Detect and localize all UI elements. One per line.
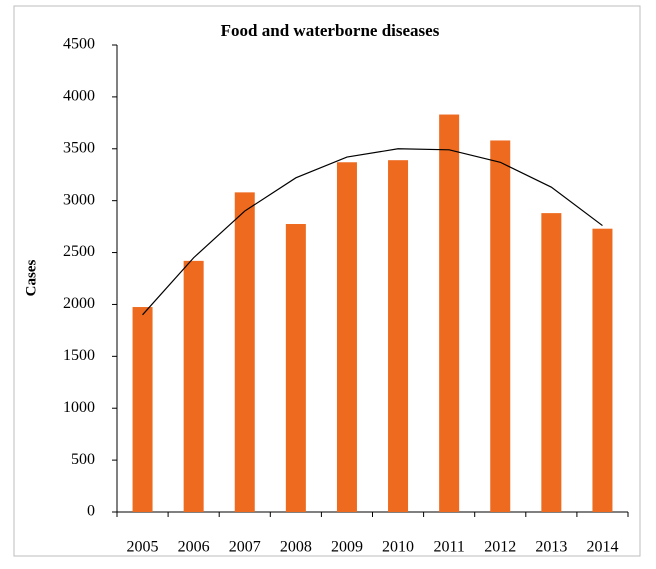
x-tick-label: 2013 — [535, 539, 567, 556]
x-tick-label: 2008 — [280, 539, 312, 556]
bar — [132, 307, 153, 512]
y-tick-label: 4000 — [63, 88, 95, 105]
bar — [234, 192, 255, 512]
y-tick-label: 500 — [71, 451, 95, 468]
trend-line — [142, 148, 603, 316]
bar — [336, 162, 357, 512]
bar — [183, 260, 204, 512]
bar — [285, 224, 306, 512]
chart-title: Food and waterborne diseases — [221, 21, 440, 40]
y-axis-title: Cases — [23, 260, 39, 297]
y-tick-label: 3000 — [63, 191, 95, 208]
y-tick-label: 0 — [87, 503, 95, 520]
bar — [388, 160, 409, 512]
bar — [592, 228, 613, 513]
y-tick-label: 4500 — [63, 36, 95, 53]
y-tick-label: 3500 — [63, 139, 95, 156]
x-tick-label: 2014 — [586, 539, 618, 556]
y-tick-label: 2000 — [63, 295, 95, 312]
x-tick-label: 2009 — [331, 539, 363, 556]
y-tick-label: 1500 — [63, 347, 95, 364]
x-tick-label: 2010 — [382, 539, 414, 556]
x-tick-label: 2007 — [229, 539, 261, 556]
bar — [541, 213, 562, 512]
bar — [439, 114, 460, 512]
x-tick-label: 2011 — [433, 539, 464, 556]
x-tick-label: 2006 — [178, 539, 210, 556]
y-tick-label: 1000 — [63, 399, 95, 416]
chart-frame — [13, 5, 641, 557]
x-tick-label: 2012 — [484, 539, 516, 556]
bar — [490, 140, 511, 512]
x-tick-label: 2005 — [127, 539, 159, 556]
y-tick-label: 2500 — [63, 243, 95, 260]
